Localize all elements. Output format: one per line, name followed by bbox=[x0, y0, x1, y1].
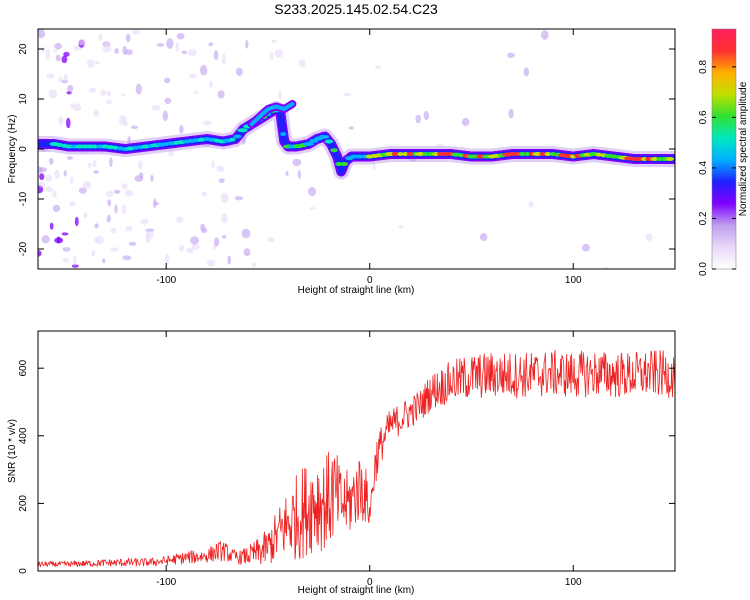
x-tick-label: 100 bbox=[565, 275, 582, 286]
x-tick-label: -100 bbox=[156, 275, 176, 286]
colorbar-tick-label: 0.2 bbox=[698, 211, 709, 225]
colorbar-tick-label: 0.6 bbox=[698, 110, 709, 124]
snr-ticks: -100 0 100 0 200 400 600 bbox=[18, 331, 675, 588]
y-tick-label: 0 bbox=[18, 146, 29, 152]
colorbar-ticks: 0.0 0.2 0.4 0.6 0.8 bbox=[698, 60, 736, 276]
snr-frame bbox=[37, 330, 676, 572]
colorbar-frame bbox=[711, 28, 737, 270]
colorbar-tick-label: 0.8 bbox=[698, 60, 709, 74]
y-tick-label: -20 bbox=[18, 241, 29, 256]
y-tick-label: -10 bbox=[18, 191, 29, 206]
spectrogram-x-axis-label: Height of straight line (km) bbox=[298, 285, 415, 296]
colorbar-tick-label: 0.0 bbox=[698, 262, 709, 276]
colorbar-gradient bbox=[712, 29, 736, 269]
spectrogram-y-axis-label: Frequency (Hz) bbox=[7, 115, 18, 184]
y-tick-label: 10 bbox=[18, 93, 29, 105]
snr-plot-area bbox=[38, 349, 675, 568]
y-tick-label: 20 bbox=[18, 43, 29, 55]
snr-y-axis-label: SNR (10 * v/v) bbox=[7, 419, 18, 483]
x-tick-label: 0 bbox=[367, 275, 373, 286]
x-tick-label: -100 bbox=[156, 577, 176, 588]
colorbar-tick-label: 0.4 bbox=[698, 161, 709, 175]
y-tick-label: 400 bbox=[18, 427, 29, 444]
snr-series-line bbox=[38, 349, 675, 568]
colorbar: 0.0 0.2 0.4 0.6 0.8 Normalized spectral ampl… bbox=[698, 28, 749, 276]
spectrogram-ridge bbox=[38, 100, 675, 180]
x-tick-label: 0 bbox=[367, 577, 373, 588]
chart-title: S233.2025.145.02.54.C23 bbox=[274, 1, 438, 17]
y-tick-label: 200 bbox=[18, 495, 29, 512]
colorbar-label: Normalized spectral amplitude bbox=[738, 81, 749, 216]
spectrogram-plot-area bbox=[38, 29, 675, 269]
x-tick-label: 100 bbox=[565, 577, 582, 588]
snr-x-axis-label: Height of straight line (km) bbox=[298, 585, 415, 596]
snr-panel: -100 0 100 0 200 400 600 Height of straight li… bbox=[7, 330, 676, 596]
y-tick-label: 0 bbox=[18, 568, 29, 574]
y-tick-label: 600 bbox=[18, 359, 29, 376]
